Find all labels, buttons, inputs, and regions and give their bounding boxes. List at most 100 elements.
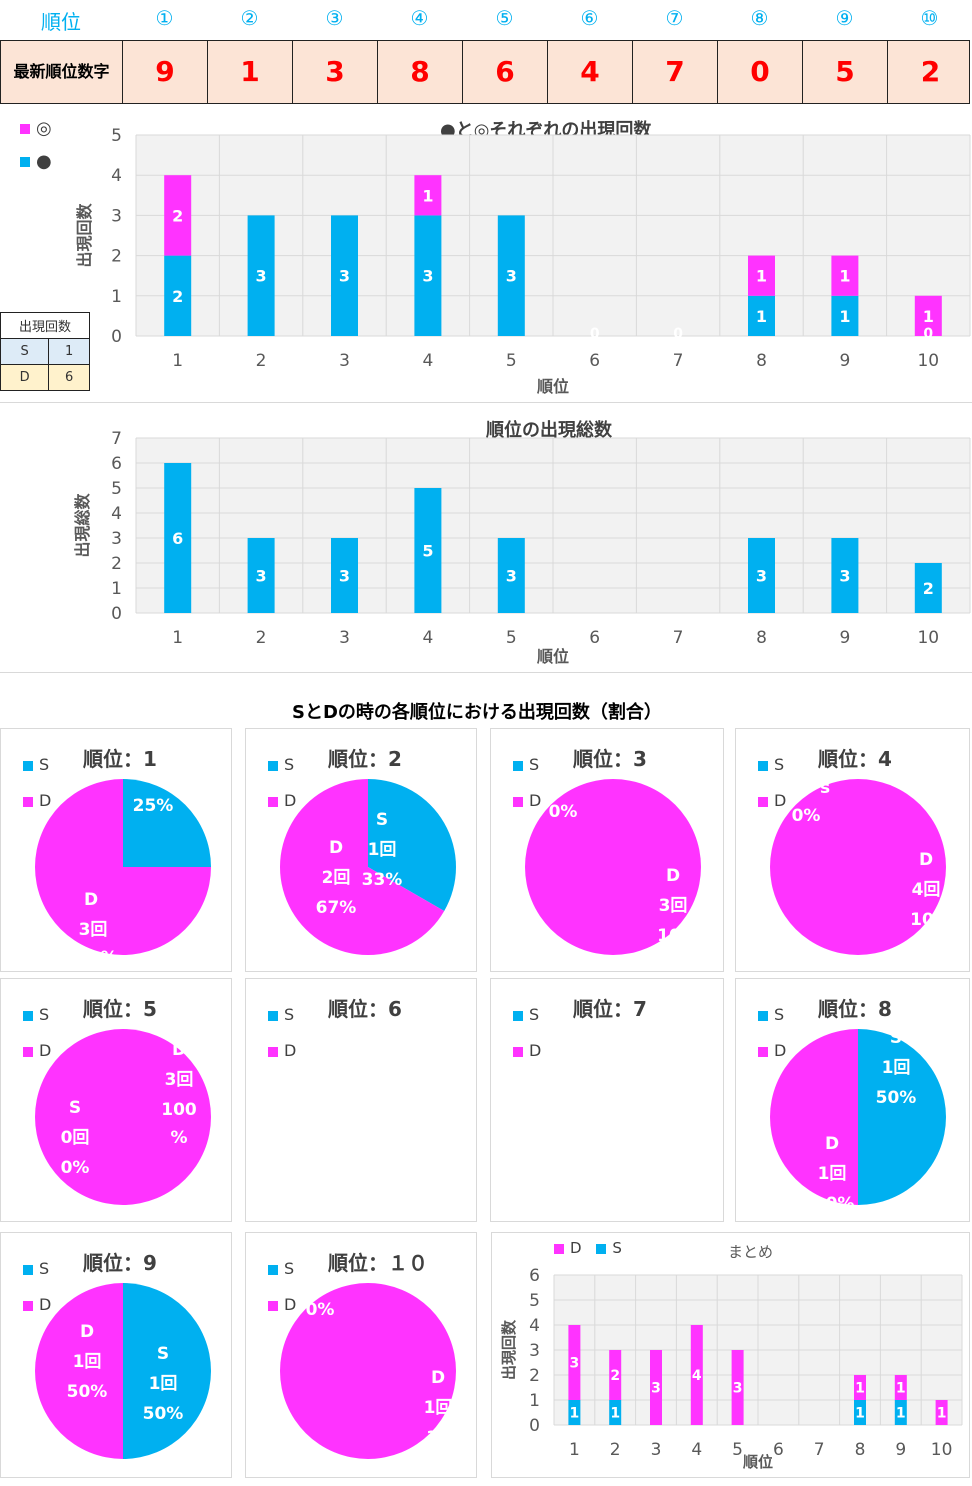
legend-swatch-cyan: [596, 1243, 607, 1254]
y-axis-title: 出現回数: [75, 203, 94, 268]
bar-data-label: 1: [855, 1406, 865, 1422]
pie-panel: 順位：9 S D D 1回 50% S 1回 50%: [0, 1232, 232, 1478]
y-tick-label: 1: [111, 579, 122, 599]
pie-legend-s: S: [758, 997, 786, 1033]
bar: [894, 1400, 907, 1425]
pie-data-label: 3回: [165, 1070, 194, 1090]
pie-legend-d: D: [758, 1033, 786, 1069]
bar-data-label: 1: [937, 1406, 947, 1422]
y-tick-label: 2: [111, 554, 122, 574]
pie-title: 順位：5: [83, 997, 157, 1021]
pie-slice-d: [35, 1283, 123, 1459]
bar-data-label: 3: [733, 1381, 743, 1397]
y-tick-label: 5: [529, 1291, 540, 1311]
pie-legend-s: S: [23, 747, 51, 783]
y-axis-title: 出現総数: [73, 493, 92, 558]
appearance-value: 6: [48, 364, 90, 391]
y-tick-label: 3: [111, 206, 122, 226]
legend-swatch-cyan: [268, 1010, 278, 1021]
pie-data-label: 50%: [876, 1088, 917, 1108]
bar: [731, 1350, 744, 1425]
legend-label: D: [39, 1041, 52, 1060]
y-tick-label: 0: [529, 1416, 540, 1436]
bar-data-label: 3: [756, 567, 767, 586]
bar: [748, 295, 775, 336]
y-tick-label: 4: [529, 1316, 540, 1336]
pie-data-label: S: [157, 1344, 169, 1364]
legend-swatch-magenta: [758, 1046, 768, 1057]
bar-data-label: 2: [172, 206, 183, 225]
latest-value: 1: [208, 41, 293, 103]
bar: [854, 1375, 866, 1400]
x-tick-label: 2: [256, 351, 267, 371]
pie-title: 順位：6: [328, 997, 402, 1021]
pie-svg: [246, 979, 476, 1221]
pie-panel: 順位：4 S D 0% D 4回 10 s: [735, 728, 970, 972]
pie-data-label: %: [170, 1128, 187, 1148]
latest-value: 3: [293, 41, 378, 103]
legend-swatch-cyan: [758, 760, 768, 771]
bar: [414, 175, 442, 216]
x-tick-label: 6: [773, 1440, 784, 1460]
y-tick-label: 2: [111, 247, 122, 267]
pie-data-label: 1回: [818, 1164, 847, 1184]
legend-label: S: [284, 755, 295, 774]
bar-data-label: 3: [339, 567, 350, 586]
bar-data-label: 1: [855, 1381, 865, 1397]
pie-data-label: 50%: [67, 1382, 108, 1402]
bar-data-label: 5: [422, 542, 433, 561]
pie-data-label: D: [329, 838, 343, 858]
bar: [247, 538, 275, 613]
x-tick-label: 9: [839, 628, 850, 648]
summary-legend: D S: [554, 1239, 622, 1257]
x-tick-label: 4: [422, 351, 433, 371]
legend-label: S: [529, 1005, 540, 1024]
pie-legend-s: S: [23, 997, 51, 1033]
legend-label: S: [284, 1259, 295, 1278]
bar: [164, 255, 192, 336]
latest-label: 最新順位数字: [1, 41, 123, 103]
bar-data-label: 1: [923, 307, 934, 326]
pie-svg: S 1回 33% D 2回 67%: [280, 779, 456, 955]
x-tick-label: 10: [917, 628, 939, 648]
pie-slice-s: [858, 1029, 946, 1205]
legend-label: S: [774, 755, 785, 774]
x-tick-label: 5: [506, 628, 517, 648]
legend-swatch-cyan: [513, 760, 523, 771]
pie-legend-s: S: [268, 997, 296, 1033]
bar-data-label: 2: [172, 287, 183, 306]
bar: [497, 215, 525, 336]
bar: [609, 1400, 622, 1425]
pie-data-label: s: [820, 778, 830, 798]
rank-5: ⑤: [495, 6, 514, 30]
legend-swatch-cyan: [268, 1264, 278, 1275]
x-tick-label: 10: [917, 351, 939, 371]
divider: [0, 672, 972, 673]
x-tick-label: 8: [756, 628, 767, 648]
pie-title: 順位：3: [573, 747, 647, 771]
bar: [497, 538, 525, 613]
bar: [854, 1400, 866, 1425]
legend-label: D: [774, 1041, 787, 1060]
x-tick-label: 9: [895, 1440, 906, 1460]
pie-data-label: 0回: [61, 1128, 90, 1148]
bar-data-label: 3: [651, 1381, 661, 1397]
pie-panel: 順位：6 S D: [245, 978, 477, 1222]
pie-data-label: S: [376, 810, 388, 830]
latest-value: 6: [463, 41, 548, 103]
x-tick-label: 7: [814, 1440, 825, 1460]
legend-label: ●: [36, 151, 52, 172]
bar: [331, 538, 358, 613]
bar-data-label: 1: [756, 267, 767, 286]
appearance-key: S: [0, 338, 50, 365]
pie-legend-d: D: [513, 783, 541, 819]
pie-panel: 順位：１０ S D 0% D 1回 1: [245, 1232, 477, 1478]
x-tick-label: 5: [506, 351, 517, 371]
x-tick-label: 1: [172, 351, 183, 371]
legend-label: S: [39, 1005, 50, 1024]
